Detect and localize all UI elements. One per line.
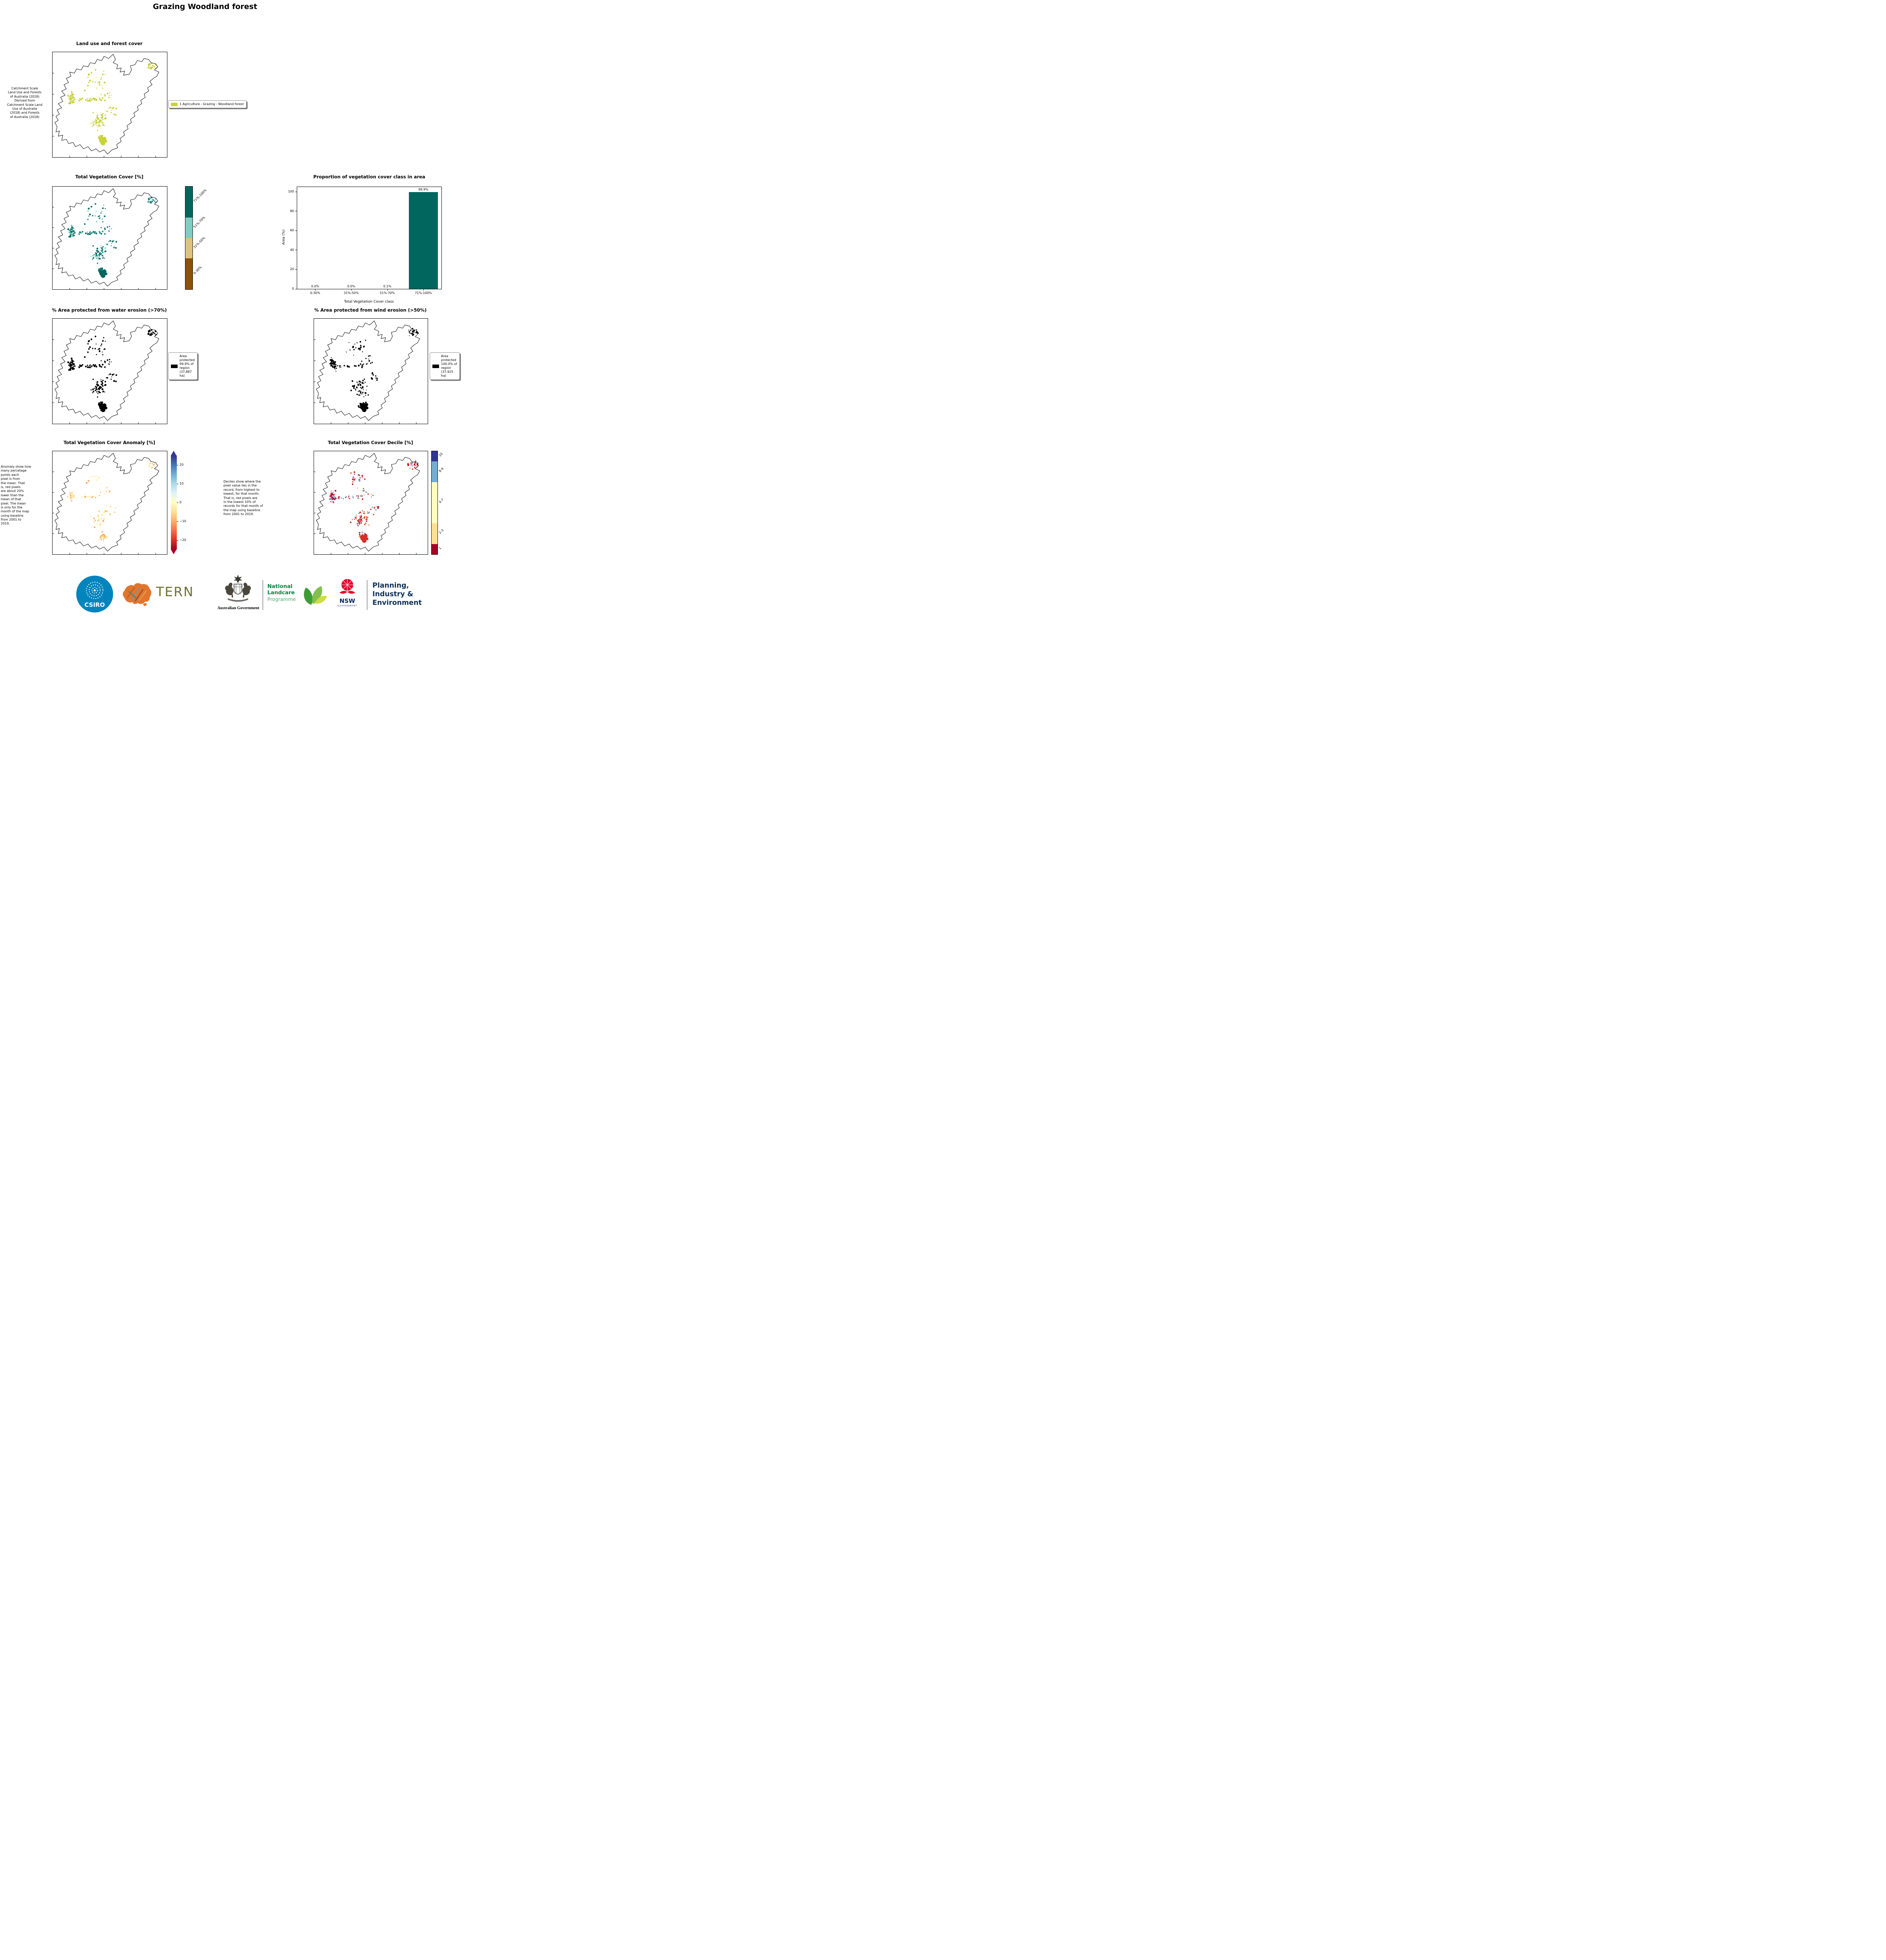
- colorbar-class-label: 8-9: [438, 466, 445, 473]
- colorbar-class-label: 51%-70%: [192, 215, 206, 229]
- page-title: Grazing Woodland forest: [152, 2, 258, 11]
- anomaly-colorbar-top-arrow: [171, 451, 176, 456]
- nsw-waratah-logo: [339, 579, 355, 594]
- planning-label-line3: Environment: [372, 599, 422, 607]
- water-erosion-legend-label: Area protected 99.9% of region (37,887 h…: [180, 354, 195, 377]
- colorbar-class-label: 31%-50%: [192, 236, 206, 249]
- anomaly-map: [52, 451, 167, 555]
- chart-x-tickmark: [423, 289, 424, 290]
- australian-government-label: Australian Government: [217, 606, 260, 610]
- anomaly-colorbar-bottom-arrow: [171, 550, 176, 554]
- anomaly-colorbar-tick: [177, 521, 178, 522]
- nsw-label: NSW: [339, 597, 355, 604]
- wind-erosion-legend: Area protected 100.0% of region (37,925 …: [430, 352, 460, 380]
- colorbar-segment: [432, 482, 437, 524]
- water-erosion-legend: Area protected 99.9% of region (37,887 h…: [168, 352, 198, 380]
- wind-erosion-legend-swatch: [432, 364, 439, 368]
- anomaly-colorbar-tick-label: 10: [180, 482, 184, 485]
- chart-x-tickmark: [387, 289, 388, 290]
- anomaly-note: Anomaly show how many percetage points e…: [1, 465, 31, 526]
- landcare-label-programme: Programme: [267, 596, 296, 602]
- wind-erosion-map: [314, 318, 428, 424]
- chart-y-tick-label: 80: [290, 209, 294, 213]
- chart-x-tick-label: 0-30%: [310, 291, 320, 295]
- chart-y-tick-label: 0: [292, 287, 294, 290]
- land-use-legend-label: 1 Agriculture - Grazing - Woodland fores…: [180, 102, 244, 106]
- land-use-map: [52, 52, 167, 158]
- australian-government-crest: [225, 575, 251, 602]
- colorbar-segment: [432, 523, 437, 544]
- colorbar-segment: [185, 187, 192, 218]
- landcare-label-landcare: Landcare: [267, 590, 295, 596]
- wind-erosion-title: % Area protected from wind erosion (>50%…: [314, 307, 427, 313]
- colorbar-segment: [185, 238, 192, 259]
- planning-label-line2: Industry &: [372, 590, 414, 598]
- colorbar-class-label: 0-30%: [192, 265, 203, 275]
- chart-x-tickmark: [315, 289, 316, 290]
- colorbar-class-label: 10: [438, 452, 444, 457]
- anomaly-colorbar-tick-label: −10: [180, 519, 186, 523]
- chart-y-tickmark: [295, 230, 297, 231]
- decile-title: Total Vegetation Cover Decile [%]: [328, 440, 413, 445]
- land-use-note: Catchment Scale Land Use and Forests of …: [7, 87, 43, 119]
- water-erosion-legend-swatch: [171, 364, 178, 368]
- chart-x-axis-label: Total Vegetation Cover class: [344, 300, 394, 304]
- anomaly-colorbar-tick: [177, 540, 178, 541]
- vegetation-cover-map: [52, 186, 167, 290]
- chart-y-tick-label: 60: [290, 229, 294, 232]
- bar-value-label: 0.0%: [311, 285, 319, 288]
- landcare-label-national: National: [267, 583, 293, 590]
- csiro-label: CSIRO: [85, 601, 105, 608]
- land-use-legend-swatch: [171, 102, 178, 106]
- bar-value-label: 0.0%: [347, 285, 356, 288]
- proportion-bar-chart: 0 20 40 60 80 100 0.0% 0-30% 0.0% 31%-50% 0.1% 51%-…: [288, 187, 442, 295]
- colorbar-class-label: 71%-100%: [192, 188, 207, 203]
- decile-note: Deciles show where the pixel value lies …: [223, 480, 263, 516]
- colorbar-class-label: 2-3: [438, 528, 445, 535]
- bar-value-label: 99.9%: [418, 187, 428, 191]
- land-use-title: Land use and forest cover: [76, 41, 143, 46]
- planning-label-line1: Planning,: [372, 582, 409, 590]
- anomaly-title: Total Vegetation Cover Anomaly [%]: [64, 440, 155, 445]
- chart-x-tick-label: 71%-100%: [415, 291, 432, 295]
- chart-y-tick-label: 40: [290, 248, 294, 252]
- csiro-logo: CSIRO: [76, 575, 113, 613]
- colorbar-segment: [185, 258, 192, 289]
- colorbar-segment: [432, 451, 437, 462]
- land-use-legend: 1 Agriculture - Grazing - Woodland fores…: [168, 100, 247, 108]
- chart-bar: [409, 192, 438, 289]
- veg-cover-title: Total Vegetation Cover [%]: [75, 174, 143, 180]
- chart-x-tick-label: 31%-50%: [343, 291, 359, 295]
- chart-y-tick-label: 20: [290, 267, 294, 271]
- decile-map: [314, 451, 428, 555]
- colorbar-class-label: 4-7: [438, 497, 445, 504]
- veg-cover-colorbar: [185, 186, 193, 290]
- chart-y-tick-label: 100: [288, 190, 294, 194]
- chart-x-tickmark: [351, 289, 352, 290]
- proportion-chart-title: Proportion of vegetation cover class in …: [313, 174, 425, 180]
- landcare-leaves-logo: [304, 586, 327, 605]
- colorbar-segment: [432, 544, 437, 554]
- anomaly-colorbar-tick-label: 20: [180, 463, 184, 466]
- colorbar-segment: [432, 461, 437, 482]
- chart-x-tick-label: 51%-70%: [379, 291, 395, 295]
- water-erosion-map: [52, 318, 167, 424]
- colorbar-class-label: 1: [438, 546, 442, 550]
- wind-erosion-legend-label: Area protected 100.0% of region (37,925 …: [441, 354, 457, 377]
- tern-australia-icon: [123, 583, 152, 606]
- report-page: Grazing Woodland forest Land use and for…: [0, 0, 472, 626]
- anomaly-colorbar-tick-label: −20: [180, 538, 186, 542]
- colorbar-segment: [185, 217, 192, 238]
- chart-y-tickmark: [295, 269, 297, 270]
- tern-label: TERN: [156, 584, 194, 599]
- bar-value-label: 0.1%: [383, 284, 392, 288]
- nsw-government-label: GOVERNMENT: [337, 605, 358, 607]
- anomaly-colorbar: [171, 456, 177, 550]
- decile-colorbar: [431, 451, 438, 555]
- anomaly-colorbar-tick-label: 0: [180, 501, 182, 504]
- water-erosion-title: % Area protected from water erosion (>70…: [52, 307, 167, 313]
